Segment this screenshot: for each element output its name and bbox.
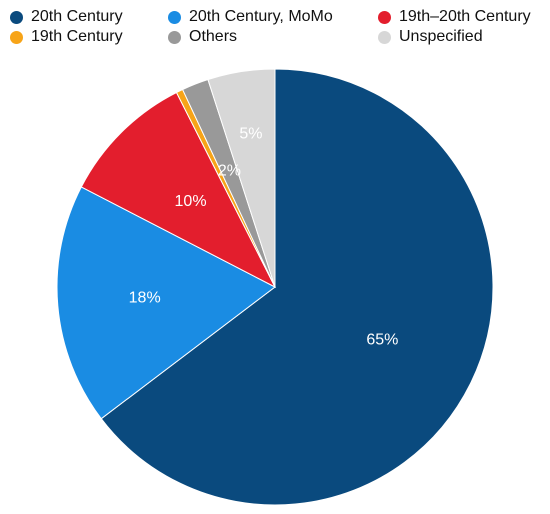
legend-swatch [168, 10, 181, 24]
slice-value-label: 18% [129, 289, 161, 306]
legend-swatch [378, 10, 391, 24]
legend-label: Unspecified [399, 28, 483, 45]
legend-item-19th-20th-century: 19th–20th Century [378, 8, 531, 26]
legend-item-19th-century: 19th Century [10, 28, 123, 46]
slice-value-label: 10% [175, 193, 207, 210]
legend-item-others: Others [168, 28, 237, 46]
legend-label: 20th Century [31, 8, 123, 25]
legend-label: 19th–20th Century [399, 8, 531, 25]
legend-item-20th-century-momo: 20th Century, MoMo [168, 8, 333, 26]
legend-label: 20th Century, MoMo [189, 8, 333, 25]
chart-legend: 20th Century 20th Century, MoMo 19th–20t… [0, 0, 550, 52]
legend-swatch [10, 30, 23, 44]
pie-slice-20th-century-momo [56, 186, 276, 420]
slice-value-label: 2% [218, 163, 241, 180]
pie-slice-19th-20th-century [80, 91, 277, 289]
legend-label: 19th Century [31, 28, 123, 45]
pie-slice-20th-century [100, 68, 494, 506]
legend-item-20th-century: 20th Century [10, 8, 123, 26]
legend-swatch [10, 10, 23, 24]
slice-value-label: 5% [239, 125, 262, 142]
slice-value-label: 65% [366, 332, 398, 349]
legend-swatch [378, 30, 391, 44]
legend-swatch [168, 30, 181, 44]
legend-label: Others [189, 28, 238, 45]
legend-item-unspecified: Unspecified [378, 28, 483, 46]
pie-slice-unspecified [207, 68, 276, 288]
